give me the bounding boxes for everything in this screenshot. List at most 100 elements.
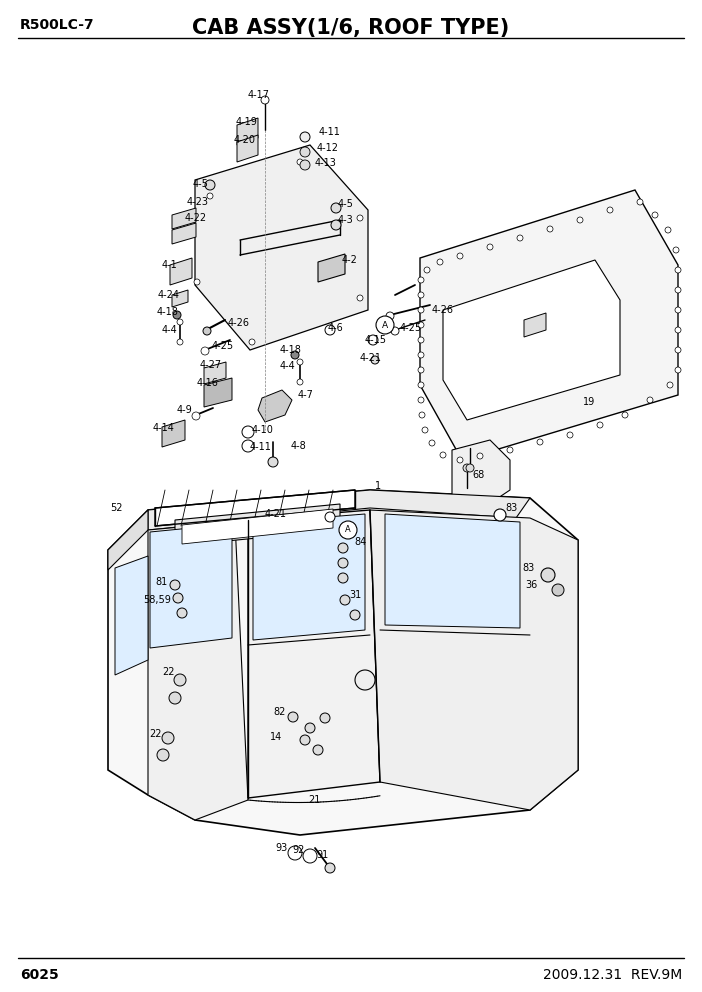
Circle shape bbox=[300, 132, 310, 142]
Circle shape bbox=[355, 670, 375, 690]
Circle shape bbox=[507, 447, 513, 453]
Polygon shape bbox=[524, 313, 546, 337]
Text: 83: 83 bbox=[505, 503, 517, 513]
Circle shape bbox=[675, 327, 681, 333]
Polygon shape bbox=[115, 556, 148, 675]
Text: 31: 31 bbox=[349, 590, 362, 600]
Circle shape bbox=[577, 217, 583, 223]
Polygon shape bbox=[370, 510, 578, 810]
Polygon shape bbox=[204, 362, 226, 384]
Polygon shape bbox=[452, 440, 510, 510]
Text: 4-4: 4-4 bbox=[162, 325, 178, 335]
Circle shape bbox=[391, 327, 399, 335]
Text: 4-12: 4-12 bbox=[317, 143, 339, 153]
Polygon shape bbox=[155, 490, 355, 526]
Polygon shape bbox=[420, 190, 678, 460]
Text: 4-23: 4-23 bbox=[187, 197, 209, 207]
Text: 4-27: 4-27 bbox=[200, 360, 222, 370]
Circle shape bbox=[305, 723, 315, 733]
Text: 4-18: 4-18 bbox=[157, 307, 179, 317]
Polygon shape bbox=[318, 254, 345, 282]
Circle shape bbox=[418, 352, 424, 358]
Circle shape bbox=[418, 367, 424, 373]
Circle shape bbox=[300, 735, 310, 745]
Circle shape bbox=[173, 593, 183, 603]
Text: 81: 81 bbox=[155, 577, 167, 587]
Circle shape bbox=[537, 439, 543, 445]
Circle shape bbox=[338, 573, 348, 583]
Text: 4-22: 4-22 bbox=[185, 213, 207, 223]
Text: 36: 36 bbox=[525, 580, 537, 590]
Polygon shape bbox=[204, 378, 232, 407]
Circle shape bbox=[331, 220, 341, 230]
Text: 4-7: 4-7 bbox=[298, 390, 314, 400]
Circle shape bbox=[673, 247, 679, 253]
Circle shape bbox=[288, 846, 302, 860]
Circle shape bbox=[418, 277, 424, 283]
Circle shape bbox=[675, 367, 681, 373]
Text: 4-14: 4-14 bbox=[153, 423, 175, 433]
Circle shape bbox=[418, 337, 424, 343]
Polygon shape bbox=[172, 208, 196, 229]
Circle shape bbox=[157, 749, 169, 761]
Polygon shape bbox=[443, 260, 620, 420]
Polygon shape bbox=[108, 510, 148, 570]
Text: 4-2: 4-2 bbox=[342, 255, 358, 265]
Circle shape bbox=[487, 244, 493, 250]
Text: 92: 92 bbox=[292, 845, 305, 855]
Text: 4-5: 4-5 bbox=[193, 179, 209, 189]
Circle shape bbox=[457, 457, 463, 463]
Polygon shape bbox=[237, 118, 258, 145]
Circle shape bbox=[675, 347, 681, 353]
Polygon shape bbox=[148, 490, 530, 530]
Text: 83: 83 bbox=[522, 563, 534, 573]
Circle shape bbox=[665, 227, 671, 233]
Text: 21: 21 bbox=[308, 795, 320, 805]
Text: 4-8: 4-8 bbox=[291, 441, 307, 451]
Text: 6025: 6025 bbox=[20, 968, 59, 982]
Text: 4-26: 4-26 bbox=[432, 305, 454, 315]
Text: 68: 68 bbox=[472, 470, 484, 480]
Text: 4-19: 4-19 bbox=[236, 117, 258, 127]
Circle shape bbox=[368, 335, 378, 345]
Circle shape bbox=[325, 512, 335, 522]
Text: 58,59: 58,59 bbox=[143, 595, 171, 605]
Circle shape bbox=[517, 235, 523, 241]
Circle shape bbox=[667, 382, 673, 388]
Circle shape bbox=[261, 96, 269, 104]
Polygon shape bbox=[385, 514, 520, 628]
Circle shape bbox=[325, 325, 335, 335]
Polygon shape bbox=[182, 509, 333, 544]
Circle shape bbox=[466, 464, 474, 472]
Circle shape bbox=[201, 347, 209, 355]
Text: 4-17: 4-17 bbox=[248, 90, 270, 100]
Text: 4-26: 4-26 bbox=[228, 318, 250, 328]
Text: 19: 19 bbox=[583, 397, 595, 407]
Polygon shape bbox=[237, 135, 258, 162]
Text: 4-24: 4-24 bbox=[158, 290, 180, 300]
Text: 4-16: 4-16 bbox=[197, 378, 219, 388]
Polygon shape bbox=[253, 514, 365, 640]
Text: 4-11: 4-11 bbox=[319, 127, 341, 137]
Polygon shape bbox=[172, 290, 188, 307]
Circle shape bbox=[242, 426, 254, 438]
Text: A: A bbox=[382, 320, 388, 329]
Circle shape bbox=[177, 319, 183, 325]
Circle shape bbox=[440, 452, 446, 458]
Circle shape bbox=[547, 226, 553, 232]
Circle shape bbox=[422, 427, 428, 433]
Circle shape bbox=[675, 267, 681, 273]
Circle shape bbox=[418, 397, 424, 403]
Polygon shape bbox=[195, 145, 368, 350]
Circle shape bbox=[297, 159, 303, 165]
Text: 4-5: 4-5 bbox=[338, 199, 354, 209]
Circle shape bbox=[622, 412, 628, 418]
Circle shape bbox=[192, 412, 200, 420]
Text: 4-9: 4-9 bbox=[177, 405, 193, 415]
Text: 4-15: 4-15 bbox=[365, 335, 387, 345]
Circle shape bbox=[249, 339, 255, 345]
Circle shape bbox=[376, 316, 394, 334]
Circle shape bbox=[418, 292, 424, 298]
Circle shape bbox=[429, 440, 435, 446]
Text: CAB ASSY(1/6, ROOF TYPE): CAB ASSY(1/6, ROOF TYPE) bbox=[192, 18, 510, 38]
